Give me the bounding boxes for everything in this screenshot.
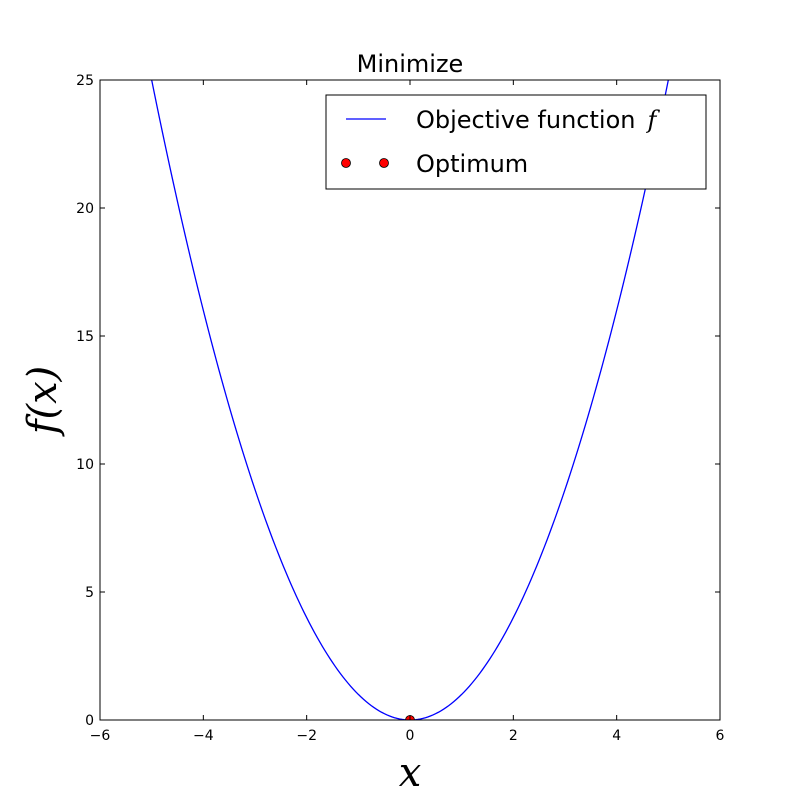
series-line-objective xyxy=(151,80,669,720)
y-tick-label: 10 xyxy=(76,457,94,473)
y-axis-label: f(x) xyxy=(20,366,66,438)
y-tick-label: 25 xyxy=(76,73,94,89)
x-tick-label: 4 xyxy=(612,728,621,744)
legend-label-optimum: Optimum xyxy=(416,150,528,178)
x-tick-label: 2 xyxy=(509,728,518,744)
axis-ticks-group: −6 −4 −2 0 2 4 6 0 5 10 15 20 25 xyxy=(76,73,724,744)
x-tick-label: 6 xyxy=(716,728,725,744)
legend-entry-objective: Objective function f xyxy=(416,106,660,134)
y-tick-label: 5 xyxy=(85,585,94,601)
legend: Objective function f Optimum xyxy=(325,94,707,190)
x-tick-label: 0 xyxy=(406,728,415,744)
chart-title: Minimize xyxy=(357,50,464,78)
x-tick-label: −2 xyxy=(296,728,317,744)
legend-box xyxy=(325,94,707,190)
x-tick-label: −4 xyxy=(193,728,214,744)
y-tick-label: 15 xyxy=(76,329,94,345)
x-axis-label: x xyxy=(399,750,422,796)
x-tick-label: −6 xyxy=(90,728,111,744)
legend-marker-swatch xyxy=(379,158,389,168)
y-tick-label: 20 xyxy=(76,201,94,217)
legend-marker-swatch xyxy=(341,158,351,168)
legend-label-objective: Objective function xyxy=(416,106,635,134)
plot-frame xyxy=(99,79,721,721)
y-tick-label: 0 xyxy=(85,713,94,729)
